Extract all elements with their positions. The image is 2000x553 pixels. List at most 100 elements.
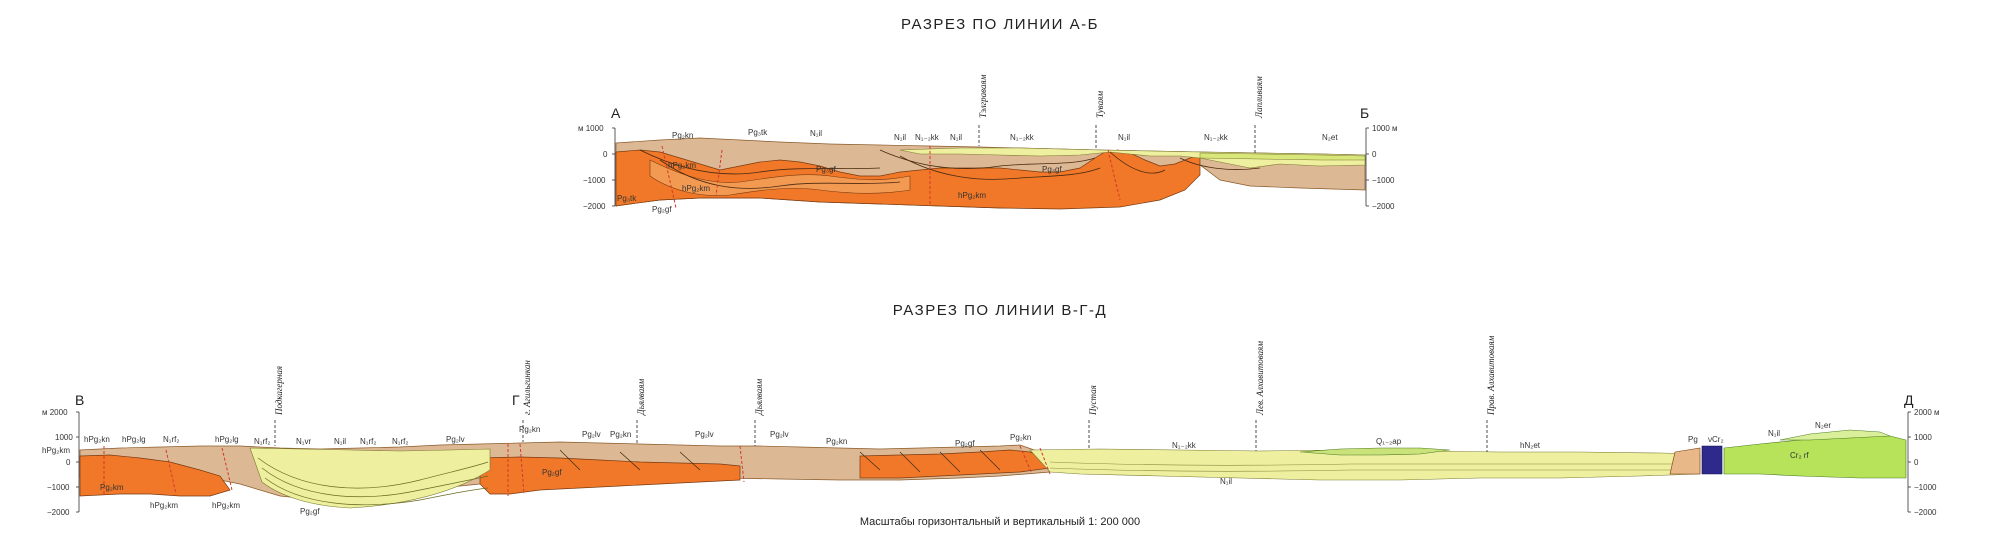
ab-right-tick-0: 0 (1372, 150, 1377, 159)
vgd-orange-central (479, 456, 741, 495)
vgd-river-dyalvayam-2: Дьялваям (754, 379, 764, 416)
vgd-unit-label: Pg₂lv (770, 430, 789, 439)
ab-right-tick-1000: 1000 м (1372, 124, 1398, 133)
section-ab: м 1000 0 −1000 −2000 1000 м 0 −1000 −200… (578, 74, 1398, 214)
vgd-river-dyalvayam-1: Дьялваям (636, 379, 646, 416)
section-vgd-title: РАЗРЕЗ ПО ЛИНИИ В-Г-Д (892, 302, 1108, 319)
vgd-unit-label: Pg₂lv (446, 435, 465, 444)
vgd-unit-label: Pg₂kn (519, 425, 540, 434)
ab-unit-label: N₁₋₂kk (1010, 133, 1035, 142)
vgd-unit-label: N₁il (1220, 477, 1232, 486)
vgd-river-prav-alkhavitovayam: Прав. Алхавитоваям (1486, 335, 1496, 416)
vgd-unit-label: Pg₂gf (955, 439, 975, 448)
ab-faults (661, 145, 1121, 209)
vgd-unit-label: N₁vr (296, 437, 311, 446)
ab-unit-label: Pg₃tk (617, 194, 637, 203)
vgd-unit-label: hPg₂km (150, 501, 178, 510)
vgd-green-lens (1299, 447, 1451, 456)
vgd-unit-label: Pg₂km (100, 483, 124, 492)
vgd-east-plain-lines (1049, 461, 1701, 472)
vgd-unit-label: hPg₂lg (122, 435, 146, 444)
ab-river-tuvayam: Туваям (1095, 91, 1105, 118)
ab-top-yellow-layer (899, 147, 1366, 169)
ab-unit-label: Pg₃gf (1042, 165, 1062, 174)
vgd-unit-label: Pg (1688, 435, 1698, 444)
ab-unit-label: N₁il (894, 133, 906, 142)
ab-unit-label: Pg₂kn (672, 131, 693, 140)
ab-endpoint-b: Б (1360, 105, 1369, 121)
vgd-left-tick-m1000: −1000 (47, 483, 70, 492)
ab-endpoint-a: А (611, 105, 621, 121)
section-vgd-right-axis (1907, 411, 1911, 513)
vgd-unit-label: Pg₂kn (826, 437, 847, 446)
ab-unit-label: N₁il (950, 133, 962, 142)
section-vgd-left-axis (76, 411, 80, 513)
vgd-river-markers (274, 420, 1488, 452)
vgd-unit-label: hPg₂km (42, 446, 70, 455)
ab-unit-label: N₁₋₂kk (1204, 133, 1229, 142)
vgd-unit-label: hPg₂lg (215, 435, 239, 444)
vgd-unit-label: Pg₂lv (695, 430, 714, 439)
ab-yellow-green-thin (1199, 152, 1366, 161)
ab-left-tick-0: 0 (603, 150, 608, 159)
section-ab-title: РАЗРЕЗ ПО ЛИНИИ А-Б (901, 16, 1099, 33)
vgd-endpoint-v: В (75, 392, 84, 408)
ab-unit-label: N₁il (1118, 133, 1130, 142)
vgd-syncline-yellow (249, 447, 491, 509)
vgd-unit-label: Pg₂kn (610, 430, 631, 439)
ab-unit-label: hPg₂km (958, 191, 986, 200)
vgd-right-tick-2000: 2000 м (1914, 408, 1940, 417)
vgd-unit-label: νCr₂ (1708, 435, 1724, 444)
ab-unit-label: Pg₂gf (652, 205, 672, 214)
section-vgd: м 2000 1000 0 −1000 −2000 2000 м 1000 0 … (42, 335, 1940, 517)
section-ab-right-axis (1365, 127, 1369, 207)
section-ab-left-axis (612, 127, 616, 207)
vgd-unit-label: hPg₂kn (84, 435, 110, 444)
ab-unit-label: N₂et (1322, 133, 1338, 142)
vgd-unit-label: N₁₋₂kk (1172, 441, 1197, 450)
ab-upper-orange-band (649, 159, 911, 196)
vgd-unit-label: hPg₂km (212, 501, 240, 510)
ab-right-tick-m2000: −2000 (1372, 202, 1395, 211)
vgd-endpoint-d: Д (1904, 392, 1914, 408)
vgd-endpoint-g: Г (512, 392, 520, 408)
ab-unit-label: Pg₃gf (816, 165, 836, 174)
vgd-river-lev-alkhavitovayam: Лев. Алхавитоваям (1255, 341, 1265, 416)
vgd-left-tick-1000: 1000 (55, 433, 73, 442)
ab-left-tick-m2000: −2000 (583, 202, 606, 211)
ab-fold-lines (639, 149, 1261, 189)
ab-right-tick-m1000: −1000 (1372, 176, 1395, 185)
vgd-unit-label: Pg₂gf (300, 507, 320, 516)
vgd-dark-faults (559, 449, 1001, 473)
vgd-right-tick-0: 0 (1914, 458, 1919, 467)
vgd-unit-label: Pg₂lv (582, 430, 601, 439)
ab-unit-label: hPg₂km (682, 184, 710, 193)
ab-unit-label: N₁₋₂kk (915, 133, 940, 142)
ab-river-laplivayam: Лапливаям (1254, 76, 1264, 119)
vgd-unit-label: N₁il (334, 437, 346, 446)
vgd-unit-label: N₁rf₂ (360, 437, 376, 446)
ab-unit-label: N₁il (810, 129, 822, 138)
ab-left-tick-1000: м 1000 (578, 124, 604, 133)
vgd-unit-label: N₂er (1815, 421, 1831, 430)
vgd-unit-label: N₁rf₂ (163, 435, 179, 444)
vgd-river-podkagernaya: Подкагерная (274, 366, 284, 416)
vgd-unit-label: Pg₂gf (542, 468, 562, 477)
vgd-river-pustaya: Пустая (1088, 385, 1098, 416)
vgd-peak-agilginkan: г. Агильгинкан (522, 360, 532, 415)
vgd-lime-cap (1779, 429, 1891, 441)
vgd-left-tick-2000: м 2000 (42, 408, 68, 417)
vgd-orange-west (79, 454, 231, 497)
vgd-unit-label: Q₁₋₂ap (1376, 437, 1402, 446)
vgd-unit-label: Cr₂ rf (1790, 451, 1809, 460)
ab-unit-label: hPg₂km (668, 161, 696, 170)
scale-caption: Масштабы горизонтальный и вертикальный 1… (859, 516, 1141, 528)
vgd-pg-strip (1669, 447, 1701, 475)
ab-unit-label: Pg₃tk (748, 128, 768, 137)
ab-river-markers (978, 125, 1256, 153)
vgd-unit-label: N₁rf₂ (254, 437, 270, 446)
vgd-unit-label: hN₂et (1520, 441, 1541, 450)
vgd-right-tick-m2000: −2000 (1914, 508, 1937, 517)
